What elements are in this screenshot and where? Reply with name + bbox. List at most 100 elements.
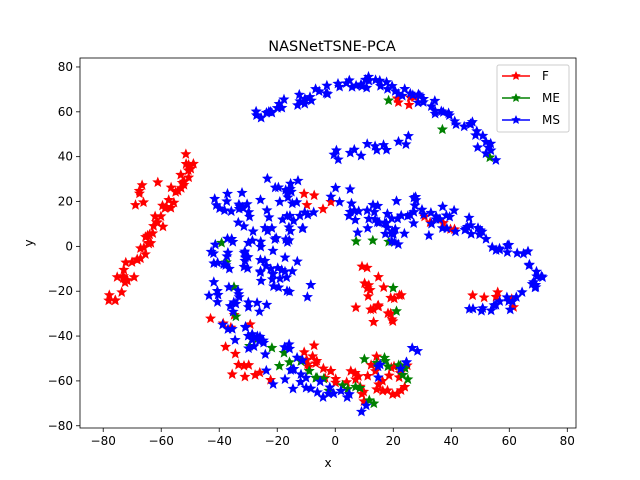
- point-ms: [295, 376, 307, 387]
- point-me: [382, 360, 394, 372]
- point-ms: [406, 342, 418, 353]
- point-ms: [324, 381, 336, 393]
- point-ms: [209, 193, 221, 204]
- point-f: [111, 271, 123, 282]
- point-ms: [344, 183, 356, 195]
- point-ms: [258, 337, 270, 348]
- point-ms: [212, 289, 224, 300]
- point-ms: [343, 210, 355, 221]
- x-tick-label: 80: [560, 434, 575, 448]
- point-f: [133, 187, 145, 199]
- point-ms: [510, 291, 522, 302]
- point-f: [310, 357, 322, 369]
- point-ms: [429, 95, 441, 106]
- point-ms: [261, 204, 273, 216]
- point-ms: [247, 225, 259, 237]
- point-f: [180, 148, 192, 159]
- point-f: [365, 303, 377, 315]
- point-ms: [381, 76, 393, 87]
- point-ms: [223, 281, 235, 292]
- point-ms: [417, 93, 429, 104]
- point-ms: [238, 220, 250, 231]
- point-ms: [381, 208, 393, 219]
- point-f: [183, 171, 195, 183]
- point-ms: [292, 174, 304, 186]
- point-ms: [233, 291, 245, 302]
- point-me: [273, 360, 285, 371]
- point-f: [298, 188, 310, 199]
- point-ms: [287, 363, 299, 375]
- y-tick-label: −80: [48, 419, 73, 433]
- point-f: [362, 290, 374, 301]
- point-ms: [474, 228, 486, 240]
- point-ms: [523, 258, 535, 270]
- point-ms: [490, 244, 502, 255]
- point-f: [371, 383, 383, 395]
- point-ms: [332, 77, 344, 89]
- point-ms: [472, 141, 484, 153]
- point-ms: [371, 216, 383, 228]
- point-ms: [236, 187, 248, 198]
- point-ms: [400, 138, 412, 150]
- point-f: [308, 339, 320, 351]
- point-ms: [480, 136, 492, 147]
- point-ms: [516, 286, 528, 297]
- point-me: [383, 94, 395, 106]
- point-f: [330, 376, 342, 388]
- point-me: [390, 305, 402, 316]
- point-ms: [283, 234, 295, 245]
- point-ms: [399, 83, 411, 94]
- point-ms: [273, 281, 285, 293]
- point-f: [135, 242, 147, 254]
- y-tick-label: −20: [48, 284, 73, 298]
- point-ms: [449, 225, 462, 237]
- point-ms: [203, 289, 215, 301]
- x-tick-label: 0: [331, 434, 339, 448]
- point-f: [119, 276, 131, 288]
- point-ms: [368, 206, 380, 217]
- point-ms: [222, 323, 234, 334]
- point-ms: [346, 197, 358, 209]
- point-ms: [537, 271, 549, 283]
- point-ms: [242, 262, 254, 274]
- point-f: [395, 289, 407, 300]
- point-ms: [353, 205, 365, 216]
- point-f: [387, 315, 399, 326]
- point-ms: [435, 105, 447, 117]
- point-ms: [444, 211, 456, 222]
- point-f: [239, 371, 251, 382]
- point-ms: [255, 241, 267, 252]
- point-ms: [348, 143, 360, 155]
- point-f: [490, 291, 502, 302]
- point-f: [137, 196, 150, 208]
- point-ms: [355, 78, 367, 90]
- point-ms: [418, 208, 430, 220]
- point-ms: [217, 318, 229, 330]
- point-f: [157, 220, 169, 232]
- point-ms: [263, 211, 275, 223]
- point-f: [232, 359, 244, 370]
- point-me: [397, 369, 409, 380]
- point-ms: [341, 391, 353, 403]
- point-f: [330, 373, 342, 384]
- data-points: [103, 70, 549, 417]
- x-tick-label: −60: [149, 434, 174, 448]
- point-ms: [286, 197, 298, 209]
- point-ms: [254, 194, 266, 205]
- point-ms: [325, 190, 337, 202]
- point-ms: [401, 356, 413, 367]
- point-ms: [408, 217, 420, 228]
- point-ms: [504, 303, 516, 315]
- point-ms: [244, 210, 256, 222]
- point-ms: [255, 275, 267, 286]
- point-ms: [261, 172, 273, 184]
- point-ms: [352, 226, 364, 238]
- point-f: [168, 196, 180, 208]
- point-ms: [391, 195, 403, 206]
- point-f: [317, 362, 329, 374]
- point-f: [229, 347, 241, 359]
- point-f: [352, 370, 364, 382]
- legend-box: [496, 64, 570, 133]
- point-ms: [212, 257, 224, 268]
